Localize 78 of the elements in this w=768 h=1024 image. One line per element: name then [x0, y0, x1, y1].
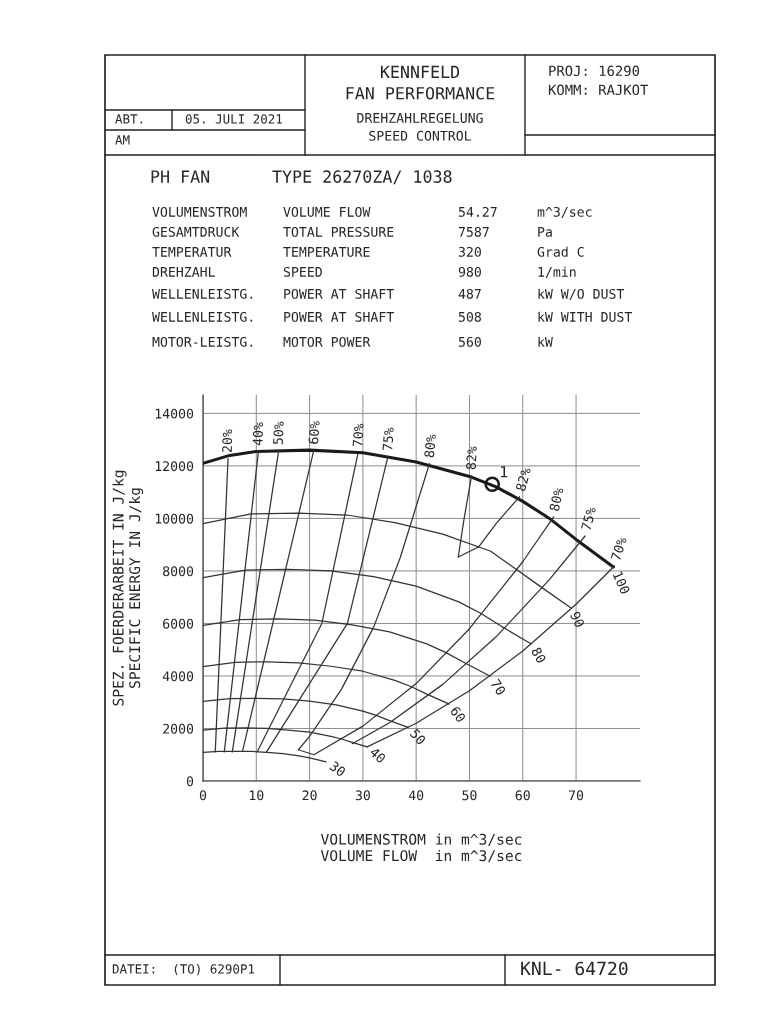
text: 487	[458, 288, 481, 299]
y-axis-title: SPEZ. FOERDERARBEIT IN J/kg SPECIFIC ENERGY IN J/kg	[112, 470, 144, 706]
text: 40%	[252, 422, 264, 446]
text: 70%	[352, 423, 364, 447]
text: TEMPERATUR	[152, 247, 232, 257]
text: 60	[449, 705, 467, 724]
text: TYPE 26270ZA/ 1038	[272, 170, 452, 185]
y-tick-label: 10000	[155, 513, 194, 524]
text: KNL- 64720	[521, 961, 628, 976]
text: GESAMTDRUCK	[152, 226, 240, 237]
text: 980	[458, 266, 481, 277]
x-tick-label: 60	[515, 790, 530, 801]
text: kW	[538, 336, 553, 347]
text: kW WITH DUST	[538, 311, 633, 322]
text: 60%	[308, 420, 320, 445]
text: 1/min	[538, 266, 576, 278]
x-tick-label: 40	[408, 790, 424, 801]
text: 320	[458, 246, 481, 257]
y-tick-label: 6000	[163, 618, 194, 629]
text: PH FAN	[151, 170, 210, 183]
x-tick-label: 0	[199, 790, 207, 801]
text: 40	[369, 746, 387, 764]
text: TOTAL PRESSURE	[283, 226, 394, 237]
text: 50%	[272, 421, 284, 445]
text: POWER AT SHAFT	[284, 311, 394, 322]
y-tick-label: 0	[186, 776, 194, 787]
text: Pa	[538, 227, 552, 237]
y-tick-label: 12000	[155, 461, 194, 472]
y-tick-label: 4000	[162, 671, 194, 682]
text: 82%	[465, 446, 478, 470]
text: MOTOR POWER	[283, 336, 371, 347]
text: 20%	[222, 429, 233, 453]
annotation: 1	[501, 466, 508, 478]
y-tick-label: 2000	[163, 723, 194, 734]
text: MOTOR-LEISTG.	[152, 336, 253, 347]
text: 70%	[610, 536, 628, 561]
text: 560	[458, 336, 481, 347]
text: 80%	[424, 433, 437, 458]
text: 54.27	[458, 206, 497, 217]
text: WELLENLEISTG.	[152, 311, 253, 322]
chart-title: KENNFELD FAN PERFORMANCE	[346, 65, 495, 100]
x-tick-label: 20	[302, 790, 317, 801]
text: 80%	[549, 487, 564, 512]
text: 75%	[382, 427, 395, 451]
text: AM	[115, 135, 130, 145]
text: 82%	[515, 466, 532, 492]
text: 90	[569, 610, 585, 628]
text: 30	[329, 760, 347, 778]
text: 100	[612, 571, 631, 595]
y-tick-label: 14000	[155, 408, 194, 419]
text: SPEED	[283, 266, 322, 277]
text: WELLENLEISTG.	[152, 288, 253, 299]
text: DATEI: (TO) 6290P1	[112, 964, 255, 976]
text: 508	[458, 311, 481, 322]
text: DREHZAHL	[152, 267, 215, 277]
text: 05. JULI 2021	[185, 114, 282, 124]
text: m^3/sec	[537, 206, 592, 218]
text: kW W/O DUST	[538, 288, 625, 300]
text: 50	[409, 728, 427, 746]
text: 75%	[581, 506, 597, 531]
text: POWER AT SHAFT	[284, 288, 394, 299]
y-tick-label: 8000	[163, 566, 194, 577]
text: 80	[530, 646, 547, 664]
text: PROJ: 16290	[549, 65, 640, 77]
chart-subtitle: DREHZAHLREGELUNG SPEED CONTROL	[357, 112, 483, 141]
text: TEMPERATURE	[283, 247, 370, 257]
x-tick-label: 50	[462, 790, 477, 801]
text: 7587	[458, 226, 489, 237]
text: 70	[490, 678, 507, 696]
text: VOLUME FLOW	[283, 206, 371, 217]
text: ABT.	[115, 114, 143, 124]
x-tick-label: 10	[249, 790, 264, 801]
x-tick-label: 30	[355, 790, 370, 801]
text: KOMM: RAJKOT	[548, 84, 649, 96]
text: VOLUMENSTROM	[152, 206, 247, 217]
x-tick-label: 70	[569, 790, 584, 801]
x-axis-title: VOLUMENSTROM in m^3/sec VOLUME FLOW in m^3/sec	[320, 833, 522, 863]
text: Grad C	[537, 246, 584, 257]
